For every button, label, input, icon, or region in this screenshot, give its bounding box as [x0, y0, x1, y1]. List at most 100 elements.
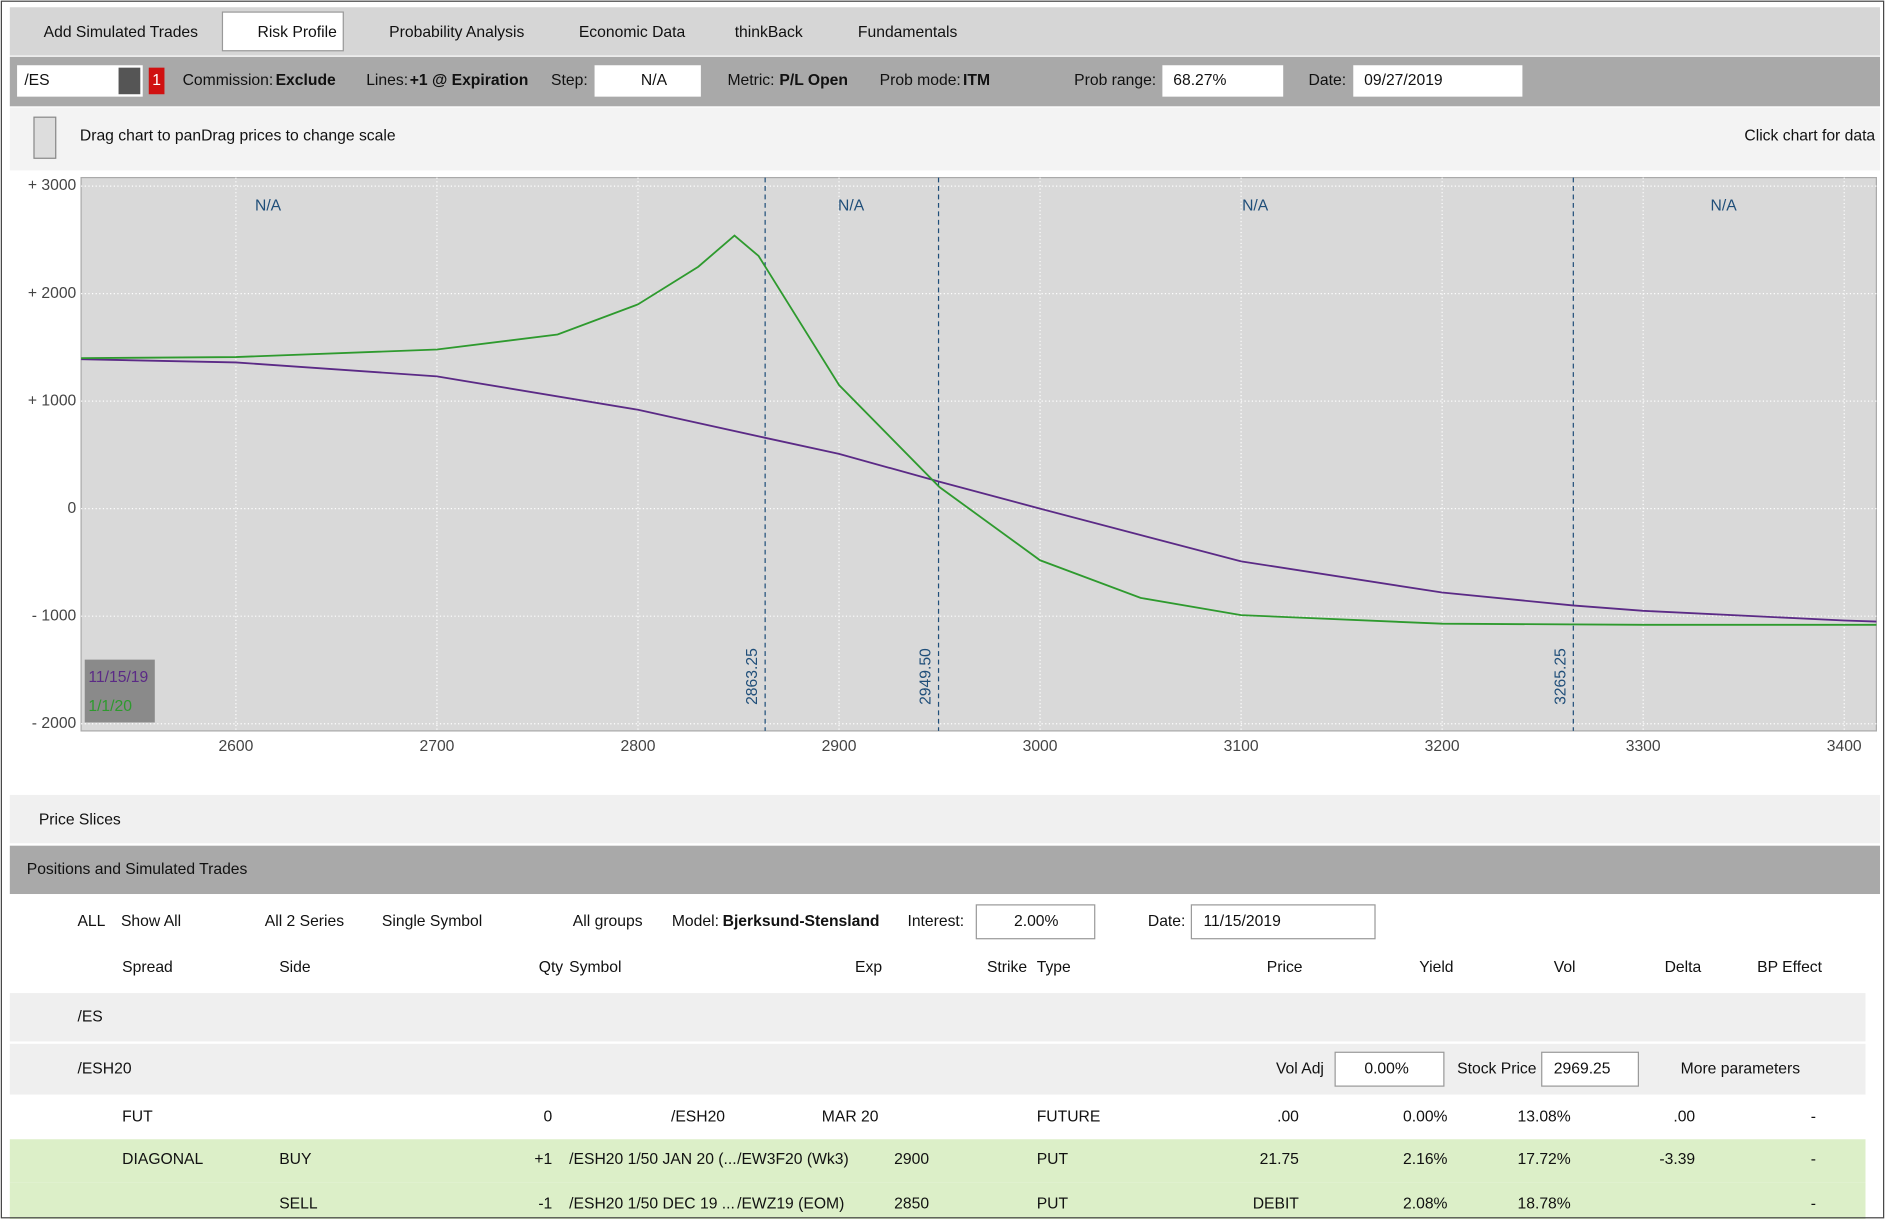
date-box[interactable] — [1353, 65, 1523, 97]
region-label: N/A — [255, 198, 282, 215]
region-label: N/A — [838, 198, 865, 215]
row-highlight — [9, 1139, 1866, 1183]
column-header[interactable]: Type — [1037, 959, 1071, 976]
cell: 21.75 — [1260, 1151, 1300, 1168]
legend-entry: 11/15/19 — [88, 669, 148, 686]
x-tick-label: 3400 — [1827, 738, 1862, 755]
date-box[interactable] — [1190, 904, 1376, 940]
tab[interactable]: Economic Data — [579, 24, 686, 41]
commission[interactable]: Exclude — [276, 72, 336, 89]
vol-adj-box[interactable] — [1334, 1051, 1445, 1087]
dropdown[interactable] — [118, 67, 141, 95]
date[interactable]: 11/15/2019 — [1203, 913, 1280, 930]
cell: -3.39 — [1659, 1151, 1695, 1168]
cell: -1 — [538, 1196, 552, 1213]
column-header[interactable]: Delta — [1665, 959, 1702, 976]
cell: - — [1811, 1109, 1816, 1126]
active-tab[interactable] — [221, 11, 344, 52]
tab[interactable]: thinkBack — [735, 24, 803, 41]
step[interactable]: N/A — [641, 72, 668, 89]
cell: 2.08% — [1403, 1196, 1448, 1213]
badge — [148, 67, 165, 95]
group-name[interactable]: /ESH20 — [77, 1060, 131, 1077]
y-tick-label: - 1000 — [32, 607, 77, 624]
hint: Drag chart to panDrag prices to change s… — [80, 128, 396, 145]
filter[interactable]: ALL — [77, 913, 105, 930]
y-tick-label: + 3000 — [28, 177, 77, 194]
column-header[interactable]: Exp — [855, 959, 882, 976]
label: Vol Adj — [1276, 1060, 1324, 1077]
more[interactable]: More parameters — [1681, 1060, 1801, 1077]
y-tick-label: + 2000 — [28, 285, 77, 302]
symbol[interactable]: /ES — [24, 72, 49, 89]
section-title[interactable]: Price Slices — [39, 811, 121, 828]
column-header[interactable]: Qty — [539, 959, 564, 976]
column-header[interactable]: BP Effect — [1757, 959, 1822, 976]
cell: BUY — [279, 1151, 312, 1168]
filter[interactable]: All groups — [573, 913, 643, 930]
interest[interactable]: 2.00% — [1014, 913, 1059, 930]
cell: MAR 20 — [822, 1109, 879, 1126]
tab[interactable]: Add Simulated Trades — [44, 24, 199, 41]
cell: - — [1811, 1196, 1816, 1213]
column-header[interactable]: Side — [279, 959, 311, 976]
filter[interactable]: All 2 Series — [265, 913, 344, 930]
tab[interactable]: Risk Profile — [257, 24, 337, 41]
label: Prob range: — [1074, 72, 1156, 89]
lines[interactable]: +1 @ Expiration — [410, 72, 529, 89]
cell: FUT — [122, 1109, 153, 1126]
cell: 0 — [544, 1109, 553, 1126]
cell: DIAGONAL — [122, 1151, 203, 1168]
column-header[interactable]: Symbol — [569, 959, 621, 976]
label: Model: — [672, 913, 719, 930]
label: Lines: — [366, 72, 408, 89]
range-box[interactable] — [1162, 65, 1284, 97]
cell: 2.16% — [1403, 1151, 1448, 1168]
x-tick-label: 2700 — [419, 738, 454, 755]
filter[interactable]: Single Symbol — [382, 913, 482, 930]
date[interactable]: 09/27/2019 — [1364, 72, 1443, 89]
label: Prob mode: — [880, 72, 961, 89]
filter[interactable]: Show All — [121, 913, 181, 930]
cell: SELL — [279, 1196, 318, 1213]
label: Commission: — [183, 72, 274, 89]
column-header[interactable]: Spread — [122, 959, 173, 976]
legend-box — [84, 659, 155, 723]
cell: - — [1811, 1151, 1816, 1168]
stock-price[interactable]: 2969.25 — [1554, 1060, 1611, 1077]
prob-mode[interactable]: ITM — [963, 72, 990, 89]
label: Interest: — [907, 913, 964, 930]
cell: 2850 — [894, 1196, 929, 1213]
column-header[interactable]: Vol — [1554, 959, 1576, 976]
column-header[interactable]: Yield — [1419, 959, 1453, 976]
step-box[interactable] — [594, 65, 701, 97]
cell: FUTURE — [1037, 1109, 1101, 1126]
cell: .00 — [1673, 1109, 1695, 1126]
column-header[interactable]: Strike — [987, 959, 1027, 976]
cell: DEBIT — [1253, 1196, 1300, 1213]
cell: 18.78% — [1518, 1196, 1571, 1213]
price-box[interactable] — [1541, 1051, 1639, 1087]
group-name[interactable]: /ES — [77, 1008, 102, 1025]
x-tick-label: 3000 — [1023, 738, 1058, 755]
interest-box[interactable] — [975, 904, 1096, 940]
model[interactable]: Bjerksund-Stensland — [723, 913, 880, 930]
cell: /EW3F20 (Wk3) — [737, 1151, 849, 1168]
chart-icon[interactable] — [33, 116, 57, 159]
price-slices-bar[interactable] — [9, 794, 1881, 844]
column-header[interactable]: Price — [1267, 959, 1303, 976]
tab[interactable]: Fundamentals — [858, 24, 958, 41]
label: Step: — [551, 72, 588, 89]
group-row[interactable] — [9, 993, 1866, 1042]
metric[interactable]: P/L Open — [779, 72, 848, 89]
prob-range[interactable]: 68.27% — [1173, 72, 1226, 89]
cell: .00 — [1277, 1109, 1299, 1126]
pl-line — [81, 234, 1877, 626]
x-tick-label: 2600 — [218, 738, 253, 755]
tab[interactable]: Probability Analysis — [389, 24, 524, 41]
vol-adj[interactable]: 0.00% — [1364, 1060, 1409, 1077]
cell: /EWZ19 (EOM) — [737, 1196, 844, 1213]
breakeven-label: 2863.25 — [744, 648, 761, 705]
